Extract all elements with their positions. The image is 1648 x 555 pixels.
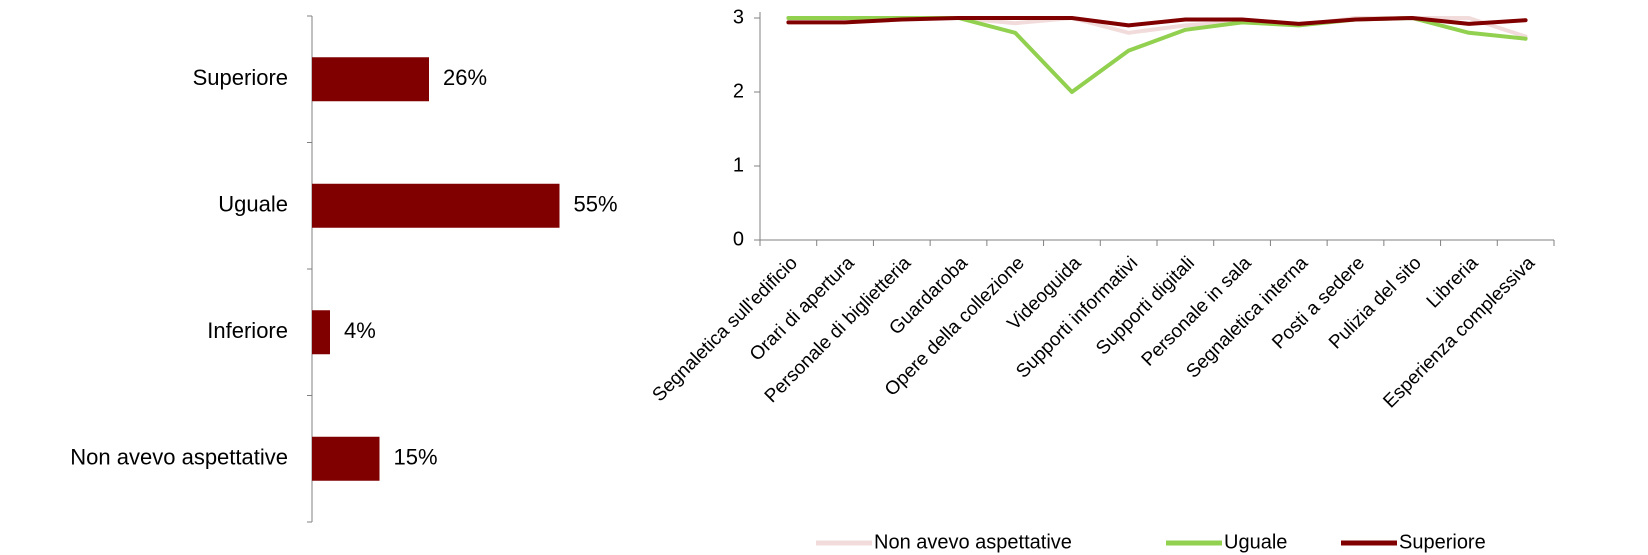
series-line-superiore <box>786 16 1528 28</box>
bar-inferiore <box>312 310 330 355</box>
bar-category-label: Inferiore <box>207 318 288 343</box>
y-tick-label: 2 <box>733 80 744 102</box>
y-tick-label: 3 <box>733 6 744 28</box>
y-tick-label: 1 <box>733 154 744 176</box>
bar-chart: Superiore 26% Uguale 55% Inferiore 4% Non avev… <box>70 15 618 523</box>
bar-category-label: Non avevo aspettative <box>70 445 288 470</box>
bar-category-label: Superiore <box>193 65 288 90</box>
y-tick-label: 0 <box>733 228 744 250</box>
bar-value-label: 26% <box>443 65 487 90</box>
bar-non-avevo-aspettative <box>312 436 380 481</box>
x-category-label: Orari di apertura <box>746 252 859 365</box>
bar-superiore <box>312 57 429 102</box>
legend-label: Uguale <box>1224 531 1287 553</box>
legend-label: Non avevo aspettative <box>874 531 1072 553</box>
bar-value-label: 15% <box>394 445 438 470</box>
bar-value-label: 55% <box>574 192 618 217</box>
x-category-label: Supporti digitali <box>1092 253 1199 360</box>
bar-uguale <box>312 183 560 228</box>
legend-label: Superiore <box>1399 531 1486 553</box>
bar-category-label: Uguale <box>218 192 288 217</box>
bar-value-label: 4% <box>344 318 376 343</box>
